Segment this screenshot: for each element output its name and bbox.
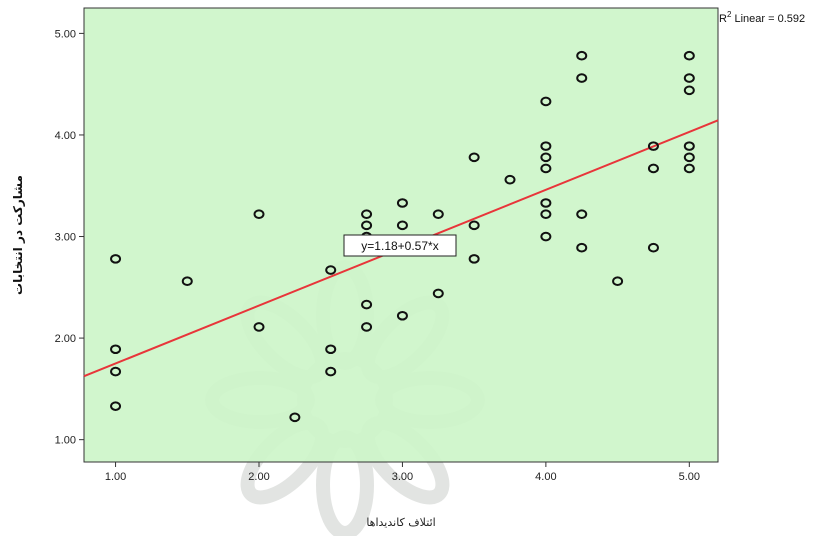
- r2-label: R2 Linear = 0.592: [719, 10, 805, 25]
- data-point: [110, 344, 122, 355]
- data-point: [612, 276, 624, 287]
- data-point: [468, 254, 480, 264]
- data-point: [647, 242, 659, 253]
- data-point: [396, 310, 408, 321]
- data-point: [576, 242, 588, 253]
- data-point: [396, 220, 408, 231]
- data-point: [540, 163, 552, 174]
- data-point: [683, 163, 695, 174]
- data-point: [361, 209, 373, 219]
- data-point: [325, 344, 337, 355]
- data-point: [468, 220, 480, 231]
- x-tick-label: 4.00: [535, 471, 556, 483]
- x-tick-label: 5.00: [679, 471, 700, 483]
- data-point: [647, 141, 659, 151]
- data-point: [683, 85, 695, 96]
- data-point: [540, 209, 552, 219]
- data-point: [468, 152, 480, 163]
- y-tick-label: 1.00: [55, 435, 76, 447]
- data-point: [647, 163, 659, 174]
- x-tick-label: 3.00: [392, 471, 413, 483]
- data-point: [361, 220, 373, 231]
- data-point: [361, 299, 373, 310]
- data-point: [432, 288, 444, 299]
- y-tick-label: 2.00: [55, 333, 76, 345]
- data-point: [683, 73, 695, 83]
- data-point: [396, 198, 408, 208]
- data-point: [683, 50, 695, 61]
- data-point: [576, 73, 588, 83]
- data-point: [504, 174, 516, 185]
- data-point: [540, 231, 552, 242]
- data-point: [576, 209, 588, 219]
- data-point: [540, 141, 552, 151]
- data-point: [325, 265, 337, 275]
- y-tick-label: 4.00: [55, 130, 76, 142]
- data-point: [576, 50, 588, 61]
- fit-equation-box: y=1.18+0.57*x: [343, 234, 457, 257]
- data-point: [110, 254, 122, 264]
- data-point: [325, 366, 337, 377]
- data-point: [432, 209, 444, 219]
- fit-equation-label: y=1.18+0.57*x: [361, 239, 438, 253]
- x-tick-label: 2.00: [248, 471, 269, 483]
- data-point: [253, 322, 265, 332]
- data-point: [289, 412, 301, 423]
- data-point: [361, 322, 373, 332]
- data-point: [181, 276, 193, 287]
- data-point: [540, 96, 552, 107]
- data-point: [253, 209, 265, 219]
- x-tick-label: 1.00: [105, 471, 126, 483]
- y-axis-title: مشارکت در انتخابات: [11, 175, 25, 295]
- y-axis: 1.00 2.00 3.00 4.00 5.00: [55, 28, 84, 447]
- data-point: [540, 152, 552, 163]
- x-axis: 1.00 2.00 3.00 4.00 5.00: [105, 462, 700, 483]
- data-point: [683, 152, 695, 163]
- data-point: [110, 401, 122, 411]
- data-point: [540, 198, 552, 208]
- x-axis-title: ائتلاف کاندیداها: [366, 516, 435, 529]
- data-point: [683, 141, 695, 151]
- y-tick-label: 3.00: [55, 232, 76, 244]
- data-point: [110, 366, 122, 377]
- y-tick-label: 5.00: [55, 28, 76, 40]
